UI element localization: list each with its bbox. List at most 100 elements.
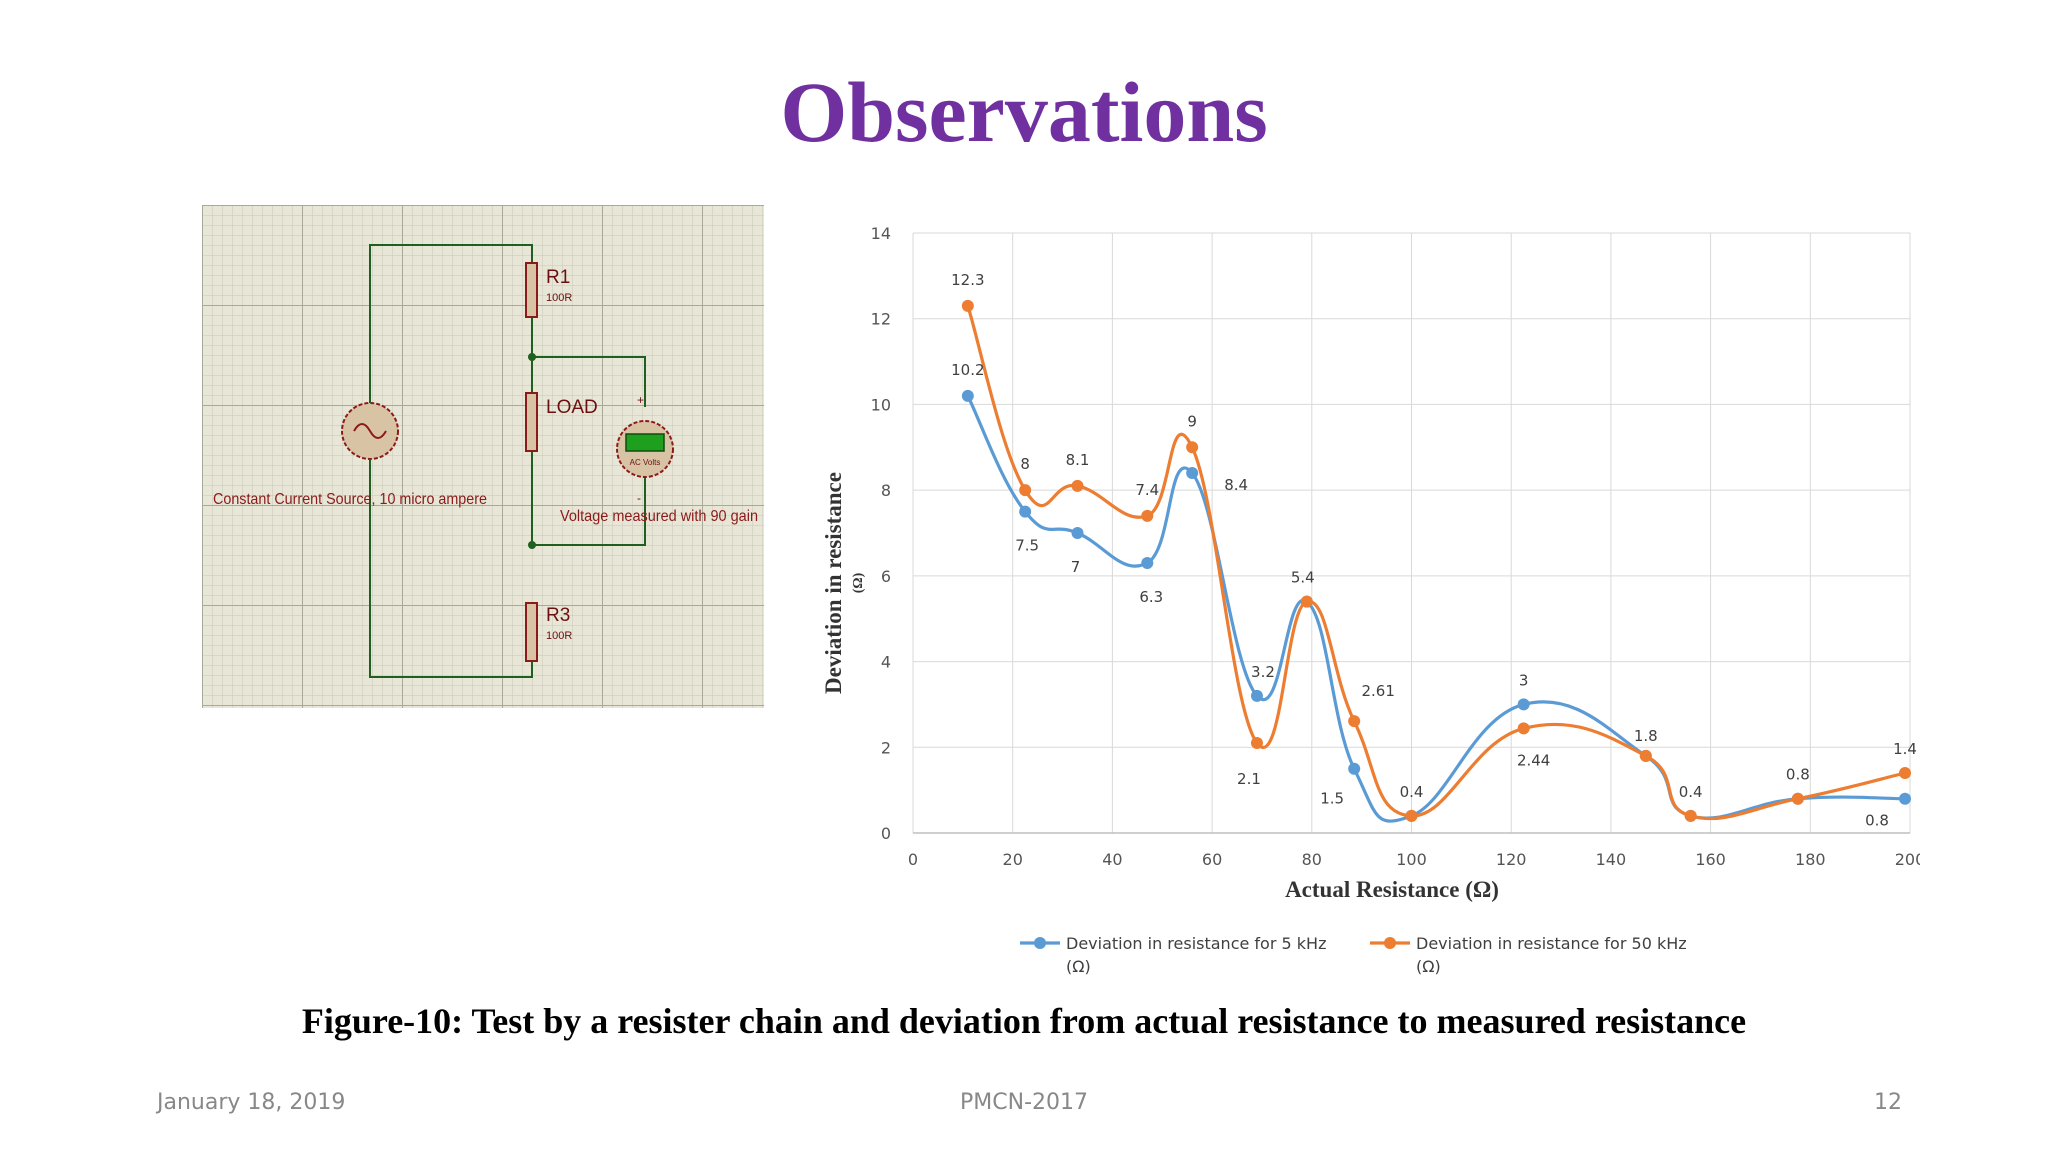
r1-value: 100R bbox=[546, 292, 572, 304]
x-tick-label: 160 bbox=[1695, 850, 1726, 869]
point-50khz bbox=[1019, 484, 1032, 497]
x-tick-label: 100 bbox=[1396, 850, 1427, 869]
point-5khz bbox=[1899, 792, 1912, 805]
data-label-5khz: 3.2 bbox=[1251, 663, 1275, 681]
resistor-r1 bbox=[525, 262, 538, 318]
data-label-5khz: 7.5 bbox=[1015, 537, 1039, 555]
point-5khz bbox=[1348, 762, 1361, 775]
y-tick-label: 12 bbox=[871, 310, 891, 329]
legend-entry-unit: (Ω) bbox=[1416, 957, 1441, 976]
resistor-r3 bbox=[525, 602, 538, 662]
x-tick-label: 200 bbox=[1895, 850, 1920, 869]
footer-date: January 18, 2019 bbox=[157, 1090, 346, 1115]
chart-legend: Deviation in resistance for 5 kHz (Ω) Devi… bbox=[1020, 934, 1687, 976]
data-label-50khz: 8 bbox=[1020, 455, 1030, 473]
meter-minus: - bbox=[637, 491, 641, 505]
point-50khz bbox=[1684, 809, 1697, 822]
x-tick-label: 20 bbox=[1003, 850, 1023, 869]
x-axis-title: Actual Resistance (Ω) bbox=[1285, 877, 1499, 902]
deviation-line-chart: 10.2 7.5 7 6.3 8.4 3.2 1.5 3 1.8 0.8 12.3 8 8.1 7.4 9 2… bbox=[821, 224, 1920, 976]
y-tick-label: 6 bbox=[881, 567, 891, 586]
x-tick-label: 60 bbox=[1202, 850, 1222, 869]
point-5khz bbox=[1141, 557, 1154, 569]
data-label-5khz: 6.3 bbox=[1139, 588, 1163, 606]
data-label-50khz: 1.4 bbox=[1893, 740, 1917, 758]
chart-grid bbox=[912, 232, 1911, 834]
point-50khz bbox=[1899, 767, 1912, 779]
load-label: LOAD bbox=[546, 397, 598, 418]
point-50khz bbox=[1348, 715, 1361, 728]
point-50khz bbox=[1405, 809, 1418, 822]
chart-ticks: 0 20 40 60 80 100 120 140 160 180 200 0 2 4 6 8 10 12 14 bbox=[871, 224, 1920, 869]
footer-conference: PMCN-2017 bbox=[960, 1090, 1088, 1115]
meter-plus: + bbox=[637, 393, 644, 407]
y-tick-label: 4 bbox=[881, 653, 891, 672]
junction-dot bbox=[528, 353, 536, 361]
point-5khz bbox=[1517, 698, 1530, 711]
r3-value: 100R bbox=[546, 630, 572, 642]
point-5khz bbox=[1019, 505, 1032, 518]
series-line-5khz bbox=[966, 395, 1906, 823]
point-50khz bbox=[1250, 737, 1263, 749]
data-label-50khz: 2.61 bbox=[1361, 682, 1394, 700]
legend-entry: Deviation in resistance for 5 kHz bbox=[1066, 934, 1326, 953]
point-5khz bbox=[961, 389, 974, 402]
source-label: Constant Current Source, 10 micro ampere bbox=[213, 491, 487, 508]
data-label-50khz: 0.8 bbox=[1786, 766, 1810, 784]
footer-page-number: 12 bbox=[1874, 1090, 1902, 1115]
r1-label: R1 bbox=[546, 267, 570, 288]
point-5khz bbox=[1186, 467, 1199, 479]
voltmeter-symbol bbox=[616, 420, 674, 478]
data-label-50khz: 8.1 bbox=[1066, 451, 1090, 469]
y-axis-title-unit: (Ω) bbox=[851, 572, 866, 593]
data-label-50khz: 5.4 bbox=[1291, 569, 1315, 587]
y-axis-title: Deviation in resistance bbox=[821, 472, 846, 694]
data-label-50khz: 0.4 bbox=[1679, 783, 1703, 801]
circuit-diagram: R1 100R LOAD R3 100R AC Volts + - Consta… bbox=[202, 205, 764, 708]
point-50khz bbox=[1791, 792, 1804, 805]
y-tick-label: 14 bbox=[871, 224, 891, 243]
resistor-load bbox=[525, 392, 538, 452]
slide-title: Observations bbox=[780, 64, 1268, 160]
data-label-5khz: 7 bbox=[1071, 558, 1081, 576]
data-label-50khz: 2.1 bbox=[1237, 770, 1261, 788]
figure-caption: Figure-10: Test by a resister chain and … bbox=[301, 1001, 1747, 1041]
x-tick-label: 180 bbox=[1795, 850, 1826, 869]
x-tick-label: 80 bbox=[1302, 850, 1322, 869]
point-5khz bbox=[1071, 527, 1084, 539]
data-label-5khz: 1.8 bbox=[1634, 727, 1658, 745]
data-label-50khz: 9 bbox=[1187, 412, 1197, 430]
x-tick-label: 40 bbox=[1102, 850, 1122, 869]
x-tick-label: 120 bbox=[1496, 850, 1527, 869]
point-50khz bbox=[961, 299, 974, 312]
point-50khz bbox=[1517, 722, 1530, 735]
y-tick-label: 10 bbox=[871, 395, 891, 414]
legend-entry-unit: (Ω) bbox=[1066, 957, 1091, 976]
data-label-50khz: 2.44 bbox=[1517, 751, 1550, 769]
point-5khz bbox=[1250, 689, 1263, 702]
data-label-5khz: 3 bbox=[1519, 671, 1529, 689]
point-50khz bbox=[1639, 749, 1652, 762]
junction-dot bbox=[528, 541, 536, 549]
chart-data-labels: 10.2 7.5 7 6.3 8.4 3.2 1.5 3 1.8 0.8 12.3 8 8.1 7.4 9 2… bbox=[951, 271, 1917, 830]
data-label-50khz: 0.4 bbox=[1400, 783, 1424, 801]
point-50khz bbox=[1141, 509, 1154, 522]
series-line-50khz bbox=[966, 305, 1906, 821]
y-tick-label: 8 bbox=[881, 481, 891, 500]
legend-entry: Deviation in resistance for 50 kHz bbox=[1416, 934, 1687, 953]
data-label-5khz: 10.2 bbox=[951, 361, 984, 379]
data-label-5khz: 1.5 bbox=[1320, 790, 1344, 808]
chart-series bbox=[961, 299, 1912, 823]
data-label-5khz: 8.4 bbox=[1224, 476, 1248, 494]
meter-label: Voltage measured with 90 gain bbox=[560, 508, 758, 525]
r3-label: R3 bbox=[546, 605, 570, 626]
current-source-symbol bbox=[341, 402, 399, 460]
x-tick-label: 140 bbox=[1596, 850, 1627, 869]
point-50khz bbox=[1071, 479, 1084, 492]
x-tick-label: 0 bbox=[908, 850, 918, 869]
data-label-5khz: 0.8 bbox=[1865, 812, 1889, 830]
legend-marker bbox=[1034, 937, 1046, 949]
y-tick-label: 2 bbox=[881, 738, 891, 757]
point-50khz bbox=[1300, 595, 1313, 608]
voltmeter-unit: AC Volts bbox=[630, 458, 661, 467]
